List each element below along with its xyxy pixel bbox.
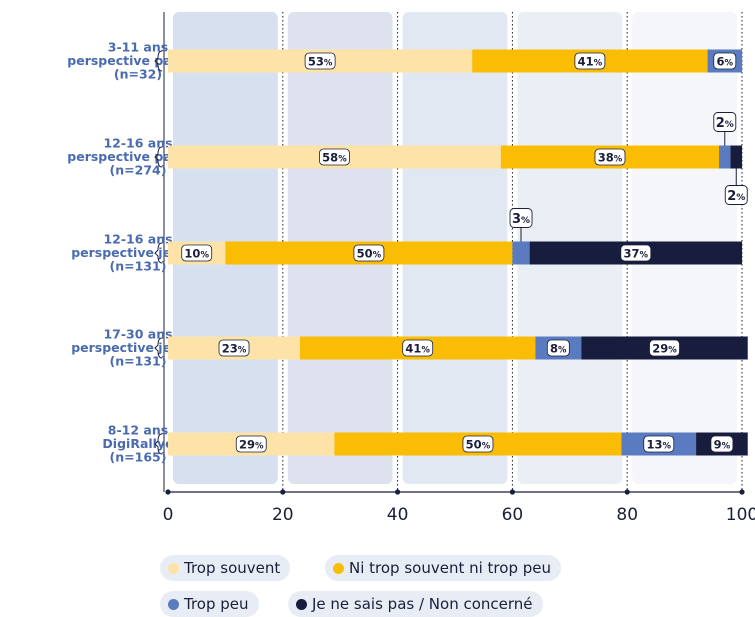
category-label: (n=131)	[110, 259, 167, 274]
data-label: 50%	[466, 438, 491, 452]
x-tick-label: 80	[616, 505, 638, 525]
x-tick-dot	[280, 489, 286, 495]
bar-segment	[719, 145, 731, 169]
data-label: 23%	[222, 342, 247, 356]
category-label: (n=165)	[110, 450, 167, 465]
data-label: 41%	[578, 55, 603, 69]
legend-label: Ni trop souvent ni trop peu	[349, 559, 551, 577]
x-tick-dot	[624, 489, 630, 495]
x-tick-label: 20	[272, 505, 294, 525]
data-label-box	[353, 244, 385, 262]
x-tick-dot	[165, 489, 171, 495]
data-label-box	[181, 244, 213, 262]
x-tick-label: 60	[502, 505, 524, 525]
callout-label: 3%	[512, 212, 530, 227]
legend-item-ne-sais-pas: Je ne sais pas / Non concerné	[288, 591, 543, 617]
data-label-box	[649, 339, 680, 357]
category-brace	[154, 50, 163, 72]
legend-item-trop-souvent: Trop souvent	[160, 555, 291, 581]
legend-label: Trop peu	[184, 595, 249, 613]
category-label: 12-16 ans	[103, 232, 172, 247]
data-label: 6%	[717, 55, 734, 69]
legend-swatch	[296, 598, 307, 610]
data-label: 13%	[646, 438, 671, 452]
data-label: 37%	[624, 247, 649, 261]
legend-swatch	[168, 598, 179, 610]
data-label: 50%	[357, 247, 382, 261]
category-brace	[154, 242, 163, 264]
category-brace	[154, 337, 163, 359]
category-brace	[154, 433, 163, 455]
data-label: 41%	[405, 342, 430, 356]
data-label-box	[710, 435, 734, 453]
category-label: (n=131)	[110, 354, 167, 369]
x-tick-dot	[395, 489, 401, 495]
x-tick-label: 40	[387, 505, 409, 525]
legend-label: Trop souvent	[184, 559, 281, 577]
data-label-box	[574, 52, 606, 70]
x-tick-label: 100	[726, 505, 755, 525]
callout-label: 2%	[716, 116, 734, 131]
data-label-box	[462, 435, 494, 453]
data-label-box	[594, 148, 626, 166]
data-label: 29%	[652, 342, 677, 356]
data-label-box	[235, 435, 267, 453]
category-label: (n=274)	[110, 163, 167, 178]
category-label: 17-30 ans	[103, 327, 172, 342]
data-label: 58%	[322, 151, 347, 165]
bar-segment	[512, 241, 530, 265]
callout-label: 2%	[727, 189, 745, 204]
category-label: 3-11 ans	[108, 40, 168, 55]
data-label: 29%	[239, 438, 264, 452]
callout-box	[713, 112, 737, 132]
data-label: 10%	[184, 247, 209, 261]
data-label-box	[218, 339, 250, 357]
data-label-box	[319, 148, 350, 166]
category-brace	[154, 146, 163, 168]
x-tick-dot	[739, 489, 745, 495]
data-label-box	[713, 52, 737, 70]
data-label-box	[546, 339, 570, 357]
data-label-box	[402, 339, 434, 357]
category-label: 12-16 ans	[103, 136, 172, 151]
data-label-box	[304, 52, 336, 70]
x-tick-label: 0	[163, 505, 174, 525]
legend-swatch	[333, 562, 344, 574]
bar-segment	[730, 145, 742, 169]
legend-label: Je ne sais pas / Non concerné	[312, 595, 533, 613]
category-label: (n=32)	[114, 67, 162, 82]
data-label: 38%	[598, 151, 623, 165]
data-label-box	[620, 244, 652, 262]
data-label: 53%	[308, 55, 333, 69]
legend-swatch	[168, 562, 179, 574]
legend-item-ni-trop-souvent: Ni trop souvent ni trop peu	[325, 555, 561, 581]
data-label: 8%	[550, 342, 567, 356]
category-label: 8-12 ans	[108, 423, 168, 438]
callout-box	[509, 208, 533, 228]
x-tick-dot	[509, 489, 515, 495]
callout-box	[724, 185, 748, 205]
data-label-box	[643, 435, 675, 453]
legend-item-trop-peu: Trop peu	[160, 591, 259, 617]
category-label: DigiRallye	[102, 436, 173, 451]
data-label: 9%	[714, 438, 731, 452]
